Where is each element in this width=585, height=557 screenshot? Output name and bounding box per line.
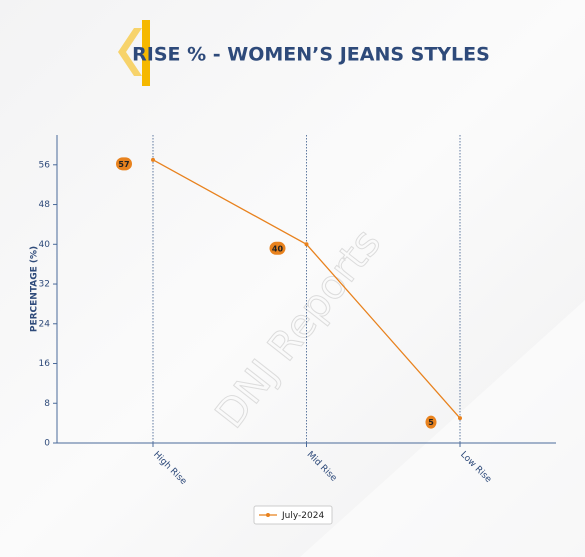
title-chevron (118, 28, 142, 76)
label-badge (116, 157, 132, 171)
chart-title: RISE % - WOMEN’S JEANS STYLES (132, 44, 490, 66)
y-tick-label: 16 (39, 359, 51, 369)
legend-box (253, 505, 333, 525)
y-tick-label: 0 (44, 439, 50, 449)
point (151, 157, 155, 162)
point (304, 242, 309, 247)
title-bar (142, 20, 150, 86)
y-tick-label: 40 (39, 240, 51, 250)
data-label: 40 (272, 244, 284, 253)
point (458, 416, 462, 421)
y-axis-label: PERCENTAGE (%) (30, 246, 40, 332)
legend-label: July-2024 (281, 511, 324, 521)
bg-shape (0, 300, 585, 557)
y-tick-label: 32 (39, 280, 50, 290)
y-tick-label: 24 (39, 319, 51, 329)
legend-marker (266, 513, 270, 517)
y-tick-label: 8 (44, 399, 50, 409)
data-label: 57 (118, 160, 129, 169)
y-tick-label: 48 (39, 200, 51, 210)
label-badge (269, 241, 286, 255)
label-badge (425, 415, 437, 429)
y-tick-label: 56 (39, 160, 51, 170)
data-label: 5 (428, 418, 434, 427)
